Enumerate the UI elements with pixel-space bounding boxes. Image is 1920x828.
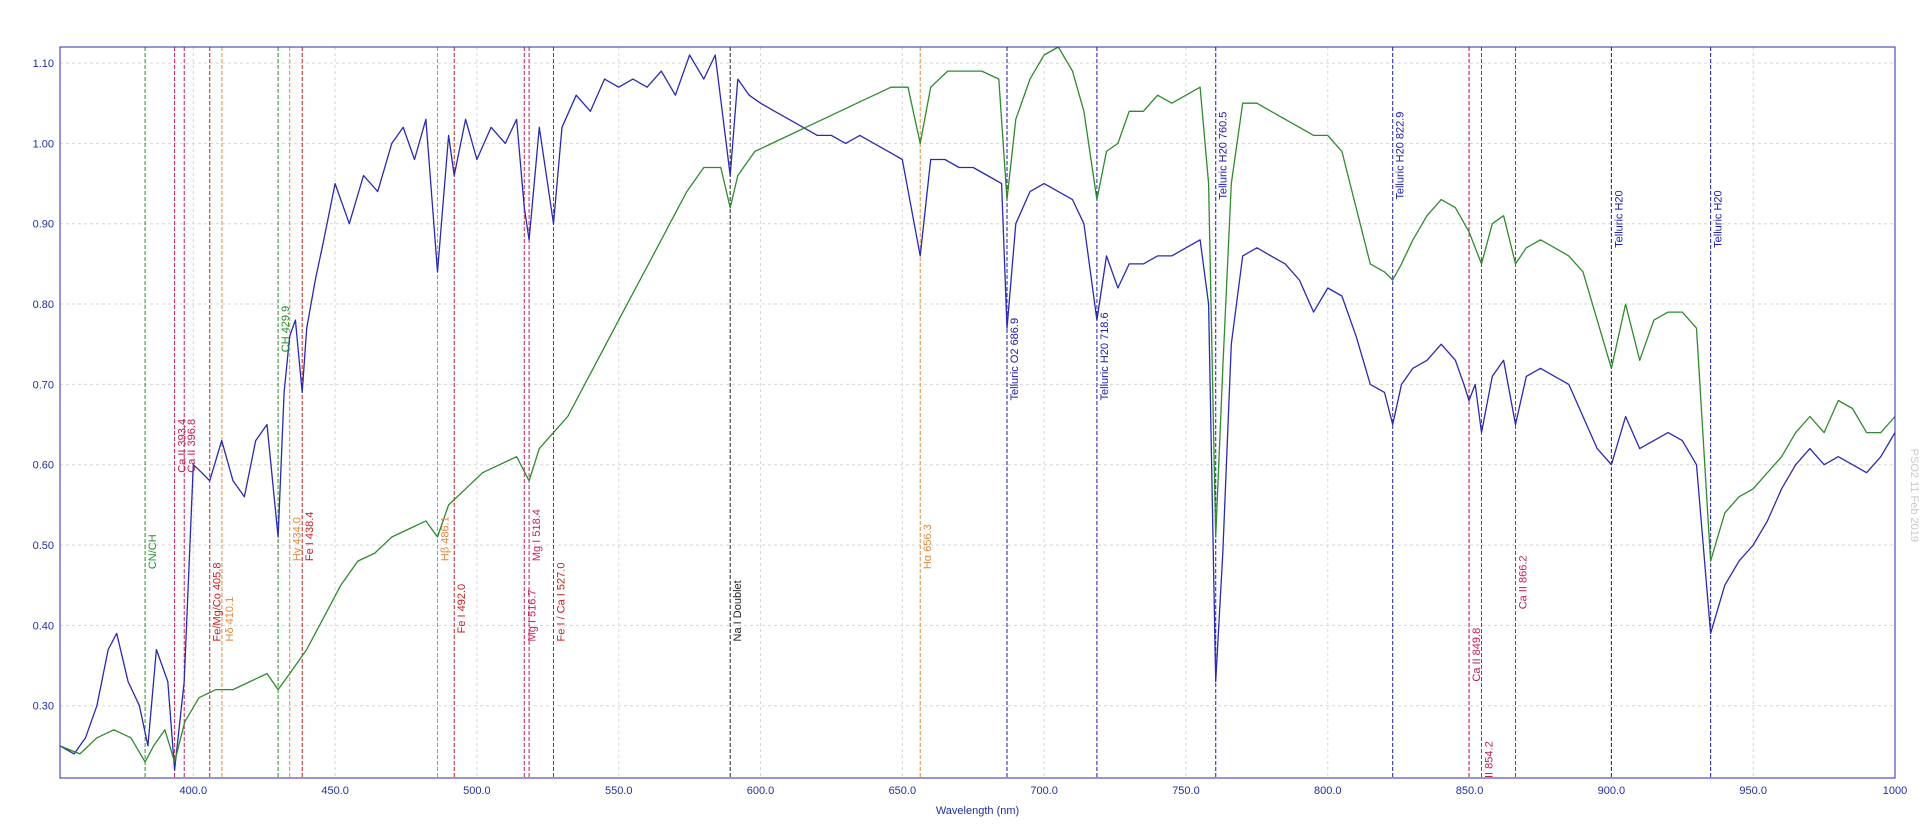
reference-line-label: Ca II 393.4	[177, 419, 189, 473]
x-tick-label: 550.0	[605, 785, 633, 797]
reference-line-label: II 854.2	[1483, 741, 1495, 778]
x-tick-label: 800.0	[1314, 785, 1342, 797]
y-tick-label: 0.90	[33, 219, 54, 231]
x-tick-label: 750.0	[1172, 785, 1200, 797]
reference-line-label: Hγ 434.0	[292, 517, 304, 561]
reference-line-label: Hδ 410.1	[224, 597, 236, 642]
reference-line-label: CH 429.9	[280, 306, 292, 352]
reference-line-label: Fe I / Ca I 527.0	[555, 563, 567, 642]
y-tick-label: 0.30	[33, 701, 54, 713]
reference-line-label: Fe I 492.0	[456, 584, 468, 634]
series-layer	[59, 46, 1896, 771]
y-tick-label: 0.40	[33, 620, 54, 632]
reference-line-label: Mg I 518.4	[531, 509, 543, 561]
y-tick-label: 1.10	[33, 58, 54, 70]
reference-line-label: Ca II 849.8	[1471, 628, 1483, 682]
reference-lines-layer	[144, 47, 1712, 778]
y-tick-label: 1.00	[33, 138, 54, 150]
spectrum-series-line	[59, 54, 1896, 771]
reference-line-label: CN/CH	[147, 534, 159, 569]
x-tick-label: 700.0	[1030, 785, 1058, 797]
x-axis-label: Wavelength (nm)	[936, 805, 1019, 817]
reference-line-label: Ca II 866.2	[1518, 555, 1530, 609]
x-tick-label: 950.0	[1739, 785, 1767, 797]
x-tick-label: 900.0	[1598, 785, 1626, 797]
reference-line-label: Telluric H20 760.5	[1218, 112, 1230, 200]
x-tick-label: 450.0	[321, 785, 349, 797]
x-tick-label: 500.0	[463, 785, 491, 797]
axis-ticks-layer: 0.30 0.40 0.50 0.60 0.70 0.80 0.90 1.00 1.10 400.…	[33, 58, 1908, 797]
y-tick-label: 0.70	[33, 379, 54, 391]
y-tick-label: 0.80	[33, 299, 54, 311]
reference-labels-layer: CN/CH Ca II 393.4Ca II 396.8 Fe/Mg/Co 405.…	[147, 112, 1725, 778]
reference-line-label: Telluric O2 686.9	[1009, 318, 1021, 401]
reference-line-label: Hα 656.3	[922, 524, 934, 569]
side-watermark-label: PSO2 11 Feb 2019	[1908, 449, 1920, 542]
x-tick-label: 600.0	[747, 785, 775, 797]
reference-line-label: Fe/Mg/Co 405.8	[212, 563, 224, 642]
spectrum-series-line	[59, 46, 1896, 763]
plot-frame	[59, 46, 1896, 779]
reference-line-label: Mg I 516.7	[526, 589, 538, 641]
reference-line-label: Fe I 438.4	[304, 512, 316, 562]
y-tick-label: 0.50	[33, 540, 54, 552]
reference-line-label: Hβ 486.1	[439, 516, 451, 561]
reference-line-label: Ca II 396.8	[186, 419, 198, 473]
x-tick-label: 650.0	[889, 785, 917, 797]
reference-line-label: Na I Doublet	[732, 580, 744, 641]
reference-line-label: Telluric H20	[1613, 190, 1625, 247]
reference-line-label: Telluric H20 822.9	[1395, 112, 1407, 200]
x-tick-label: 1000	[1883, 785, 1907, 797]
y-tick-label: 0.60	[33, 460, 54, 472]
reference-line-label: Telluric H20	[1713, 190, 1725, 247]
x-tick-label: 400.0	[180, 785, 208, 797]
x-tick-label: 850.0	[1456, 785, 1484, 797]
reference-line-label: Telluric H20 718.6	[1099, 312, 1111, 400]
